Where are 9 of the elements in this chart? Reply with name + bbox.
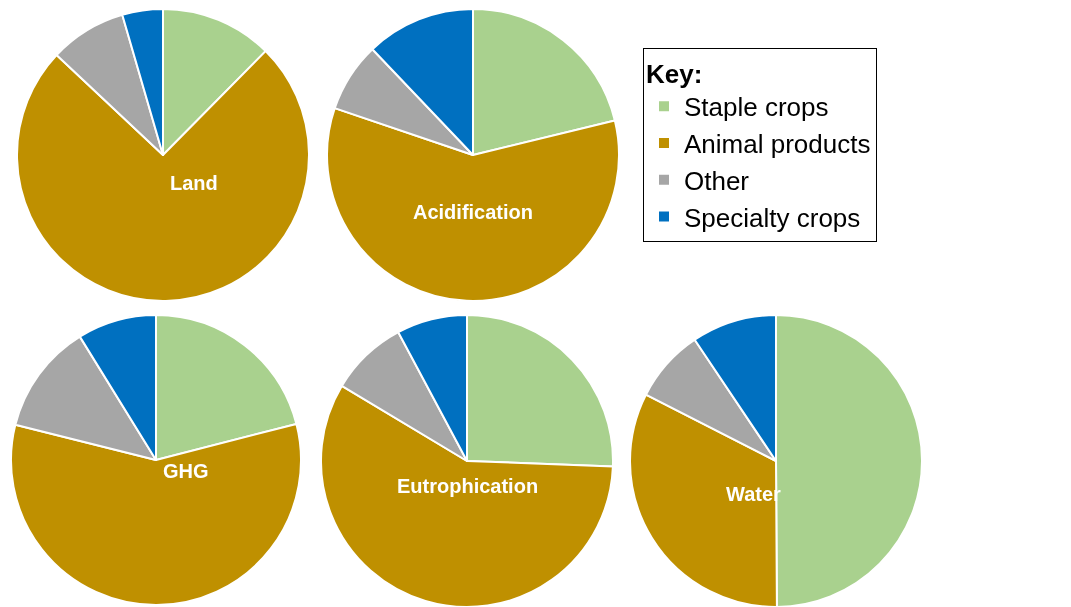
text: Land: [170, 172, 218, 194]
legend-label: Animal products: [684, 129, 871, 160]
legend-label: Staple crops: [684, 92, 829, 123]
legend-title: Key:: [646, 58, 703, 89]
legend-label: Other: [684, 165, 750, 196]
text: Eutrophication: [397, 475, 539, 497]
legend-label: Specialty crops: [684, 202, 861, 233]
text: Acidification: [413, 201, 534, 223]
text: GHG: [163, 460, 209, 482]
